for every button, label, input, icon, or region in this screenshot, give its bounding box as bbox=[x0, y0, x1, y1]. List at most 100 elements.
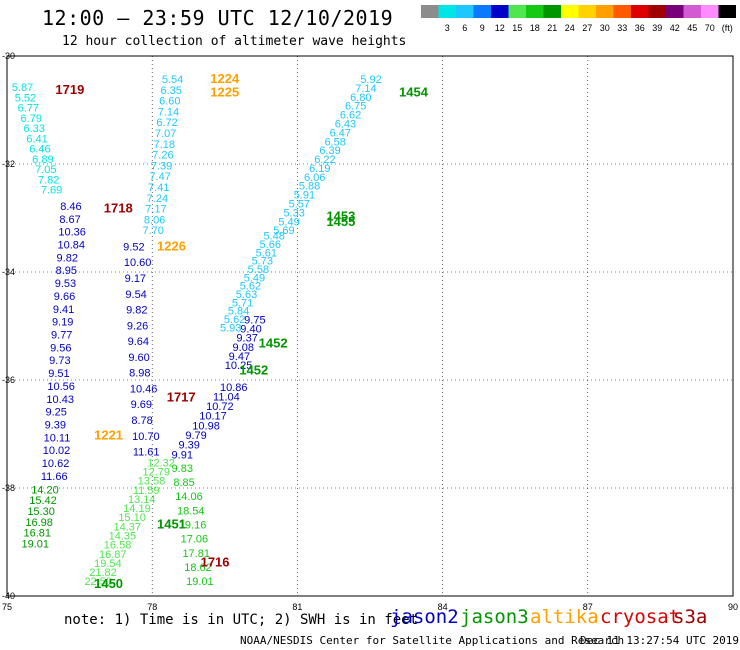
swh-value: 6.89 bbox=[32, 154, 53, 166]
swh-value: 15.10 bbox=[118, 512, 146, 524]
swh-value: 10.86 bbox=[220, 382, 248, 394]
swh-value: 9.17 bbox=[125, 273, 146, 285]
swh-value: 14.06 bbox=[175, 491, 203, 503]
lat-label: -36 bbox=[2, 375, 15, 385]
swh-value: 10.72 bbox=[206, 401, 234, 413]
swh-value: 5.88 bbox=[299, 181, 320, 193]
swh-value: 19.01 bbox=[186, 576, 214, 588]
swh-value: 8.46 bbox=[60, 201, 81, 213]
pass-label: 1221 bbox=[94, 427, 123, 442]
swh-value: 11.61 bbox=[133, 447, 160, 459]
swh-value: 8.67 bbox=[59, 214, 80, 226]
swh-value: 6.77 bbox=[18, 103, 39, 115]
legend-tick: 36 bbox=[635, 23, 645, 33]
lon-label: 78 bbox=[147, 602, 157, 612]
lon-label: 84 bbox=[438, 602, 448, 612]
pass-label: 1452 bbox=[239, 363, 268, 378]
swh-value: 5.73 bbox=[252, 256, 273, 268]
swh-value: 6.58 bbox=[324, 136, 345, 148]
swh-value: 7.70 bbox=[143, 225, 164, 237]
swh-value: 6.75 bbox=[345, 101, 366, 113]
pass-label: 1450 bbox=[94, 576, 123, 591]
swh-value: 9.79 bbox=[185, 430, 206, 442]
swh-value: 6.22 bbox=[314, 154, 335, 166]
swh-value: 10.43 bbox=[46, 394, 74, 406]
legend-tick: 3 bbox=[445, 23, 450, 33]
legend-tick: 21 bbox=[547, 23, 557, 33]
swh-value: 10.02 bbox=[43, 445, 71, 457]
swh-value: 5.57 bbox=[289, 199, 310, 211]
legend-swatch bbox=[683, 5, 701, 18]
swh-value: 5.49 bbox=[278, 216, 299, 228]
lat-label: -30 bbox=[2, 51, 15, 61]
legend-tick: 15 bbox=[512, 23, 522, 33]
swh-value: 5.63 bbox=[236, 289, 257, 301]
swh-value: 14.20 bbox=[31, 484, 59, 496]
swh-value: 5.62 bbox=[240, 281, 261, 293]
swh-value: 15.30 bbox=[27, 506, 55, 518]
legend-altika: altika bbox=[530, 606, 599, 628]
swh-value: 5.84 bbox=[228, 306, 249, 318]
swh-value: 9.83 bbox=[172, 463, 193, 475]
legend-tick: 30 bbox=[600, 23, 610, 33]
swh-value: 16.87 bbox=[99, 549, 127, 561]
swh-value: 22.50 bbox=[84, 576, 112, 588]
legend-swatch bbox=[613, 5, 631, 18]
swh-value: 5.49 bbox=[244, 272, 265, 284]
swh-value: 11.04 bbox=[213, 391, 240, 403]
lon-label: 81 bbox=[292, 602, 302, 612]
legend-swatch bbox=[578, 5, 596, 18]
lon-label: 75 bbox=[2, 602, 12, 612]
swh-value: 8.98 bbox=[129, 368, 150, 380]
swh-value: 14.37 bbox=[113, 521, 141, 533]
timestamp: Dec 11 13:27:54 UTC 2019 bbox=[580, 634, 739, 647]
swh-value: 6.06 bbox=[304, 172, 325, 184]
swh-value: 21.82 bbox=[89, 567, 117, 579]
swh-value: 7.07 bbox=[155, 128, 176, 140]
legend-swatch bbox=[701, 5, 719, 18]
swh-value: 9.60 bbox=[128, 352, 149, 364]
swh-value: 7.41 bbox=[148, 182, 169, 194]
swh-value: 7.26 bbox=[152, 150, 173, 162]
legend-swatch bbox=[666, 5, 684, 18]
legend-swatch bbox=[648, 5, 666, 18]
legend-swatch bbox=[543, 5, 561, 18]
pass-label: 1453 bbox=[326, 209, 355, 224]
swh-value: 9.25 bbox=[45, 407, 66, 419]
swh-value: 10.17 bbox=[199, 411, 227, 423]
pass-label: 1451 bbox=[157, 517, 186, 532]
swh-value: 10.84 bbox=[57, 239, 85, 251]
swh-value: 19.16 bbox=[179, 520, 207, 532]
swh-value: 16.98 bbox=[25, 517, 53, 529]
swh-value: 10.25 bbox=[225, 360, 253, 372]
swh-value: 9.75 bbox=[244, 314, 265, 326]
legend-swatch bbox=[473, 5, 491, 18]
swh-value: 10.11 bbox=[44, 432, 71, 444]
legend-tick: 24 bbox=[565, 23, 575, 33]
swh-value: 5.58 bbox=[248, 264, 269, 276]
legend-swatch bbox=[438, 5, 456, 18]
swh-value: 7.69 bbox=[41, 185, 62, 197]
legend-tick: 39 bbox=[652, 23, 662, 33]
swh-value: 6.43 bbox=[335, 118, 356, 130]
swh-value: 8.85 bbox=[173, 477, 194, 489]
swh-value: 10.60 bbox=[124, 257, 152, 269]
swh-value: 12.32 bbox=[147, 457, 175, 469]
swh-value: 6.35 bbox=[160, 85, 181, 97]
legend-tick: 70 bbox=[705, 23, 715, 33]
swh-value: 6.60 bbox=[159, 96, 180, 108]
swh-value: 7.47 bbox=[149, 171, 170, 183]
swh-value: 10.98 bbox=[192, 420, 220, 432]
swh-value: 7.14 bbox=[355, 83, 376, 95]
swh-value: 5.66 bbox=[260, 239, 281, 251]
swh-value: 5.87 bbox=[12, 82, 33, 94]
swh-value: 8.95 bbox=[56, 265, 77, 277]
swh-value: 19.54 bbox=[94, 558, 122, 570]
swh-value: 5.93 bbox=[220, 322, 241, 334]
legend-jason3: jason3 bbox=[460, 606, 529, 628]
swh-value: 10.36 bbox=[58, 227, 86, 239]
swh-value: 9.77 bbox=[51, 329, 72, 341]
swh-value: 6.33 bbox=[23, 123, 44, 135]
legend-tick: 45 bbox=[687, 23, 697, 33]
credit-line: NOAA/NESDIS Center for Satellite Applica… bbox=[240, 634, 625, 647]
